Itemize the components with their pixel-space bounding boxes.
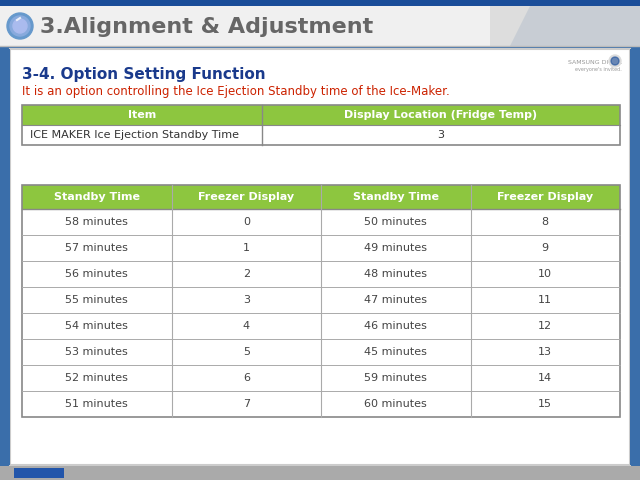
Text: 5: 5 — [243, 347, 250, 357]
Text: 50 minutes: 50 minutes — [364, 217, 427, 227]
Text: 11: 11 — [538, 295, 552, 305]
Bar — [0, 0, 640, 6]
Text: 4: 4 — [243, 321, 250, 331]
Bar — [10, 49, 630, 465]
Text: 51 minutes: 51 minutes — [65, 399, 128, 409]
Text: Standby Time: Standby Time — [54, 192, 140, 202]
Text: 1: 1 — [243, 243, 250, 253]
Bar — [321, 185, 470, 209]
Bar — [14, 468, 64, 478]
Text: 53 minutes: 53 minutes — [65, 347, 128, 357]
Bar — [262, 105, 620, 125]
Text: 15: 15 — [538, 399, 552, 409]
Text: ICE MAKER Ice Ejection Standby Time: ICE MAKER Ice Ejection Standby Time — [30, 130, 239, 140]
Text: 58 minutes: 58 minutes — [65, 217, 128, 227]
Bar — [470, 185, 620, 209]
Bar — [22, 105, 262, 125]
Text: 46 minutes: 46 minutes — [364, 321, 427, 331]
Text: 47 minutes: 47 minutes — [364, 295, 428, 305]
Text: 54 minutes: 54 minutes — [65, 321, 128, 331]
Text: 45 minutes: 45 minutes — [364, 347, 427, 357]
Text: It is an option controlling the Ice Ejection Standby time of the Ice-Maker.: It is an option controlling the Ice Ejec… — [22, 85, 450, 98]
Text: 6: 6 — [243, 373, 250, 383]
Text: 14: 14 — [538, 373, 552, 383]
Polygon shape — [490, 6, 530, 46]
Circle shape — [13, 19, 27, 33]
Text: 55 minutes: 55 minutes — [65, 295, 128, 305]
Bar — [22, 287, 620, 313]
Text: 3: 3 — [438, 130, 445, 140]
Polygon shape — [510, 6, 530, 46]
Text: Freezer Display: Freezer Display — [497, 192, 593, 202]
Text: 12: 12 — [538, 321, 552, 331]
Text: 0: 0 — [243, 217, 250, 227]
Bar — [22, 313, 620, 339]
Text: 13: 13 — [538, 347, 552, 357]
Bar — [22, 209, 620, 235]
Circle shape — [10, 16, 30, 36]
Bar — [22, 105, 620, 145]
Text: 9: 9 — [541, 243, 549, 253]
Text: 7: 7 — [243, 399, 250, 409]
Circle shape — [7, 13, 33, 39]
Text: 60 minutes: 60 minutes — [364, 399, 427, 409]
Bar — [630, 49, 640, 465]
Text: 49 minutes: 49 minutes — [364, 243, 428, 253]
Text: 3.Alignment & Adjustment: 3.Alignment & Adjustment — [40, 17, 373, 37]
Text: 3-4. Option Setting Function: 3-4. Option Setting Function — [22, 67, 266, 82]
Bar — [0, 6, 490, 46]
Text: 52 minutes: 52 minutes — [65, 373, 128, 383]
Bar — [22, 365, 620, 391]
Text: Standby Time: Standby Time — [353, 192, 439, 202]
Text: 57 minutes: 57 minutes — [65, 243, 128, 253]
Bar — [0, 466, 640, 480]
Polygon shape — [490, 6, 530, 46]
Text: Item: Item — [128, 110, 156, 120]
Text: 3: 3 — [243, 295, 250, 305]
Bar — [22, 185, 620, 417]
Bar — [22, 185, 172, 209]
Text: 10: 10 — [538, 269, 552, 279]
Bar — [22, 235, 620, 261]
Bar — [22, 261, 620, 287]
Text: 59 minutes: 59 minutes — [364, 373, 427, 383]
Circle shape — [609, 55, 621, 67]
Bar — [22, 125, 620, 145]
Bar — [510, 6, 640, 46]
Text: everyone's invited.: everyone's invited. — [575, 68, 622, 72]
Text: 2: 2 — [243, 269, 250, 279]
Text: 8: 8 — [541, 217, 549, 227]
Bar — [22, 339, 620, 365]
Bar — [0, 49, 10, 465]
Text: 48 minutes: 48 minutes — [364, 269, 428, 279]
Text: SAMSUNG DIGIT..: SAMSUNG DIGIT.. — [568, 60, 622, 65]
Text: Display Location (Fridge Temp): Display Location (Fridge Temp) — [344, 110, 538, 120]
Circle shape — [611, 57, 619, 65]
Bar — [172, 185, 321, 209]
Bar — [22, 391, 620, 417]
Text: 56 minutes: 56 minutes — [65, 269, 128, 279]
Text: Freezer Display: Freezer Display — [198, 192, 294, 202]
